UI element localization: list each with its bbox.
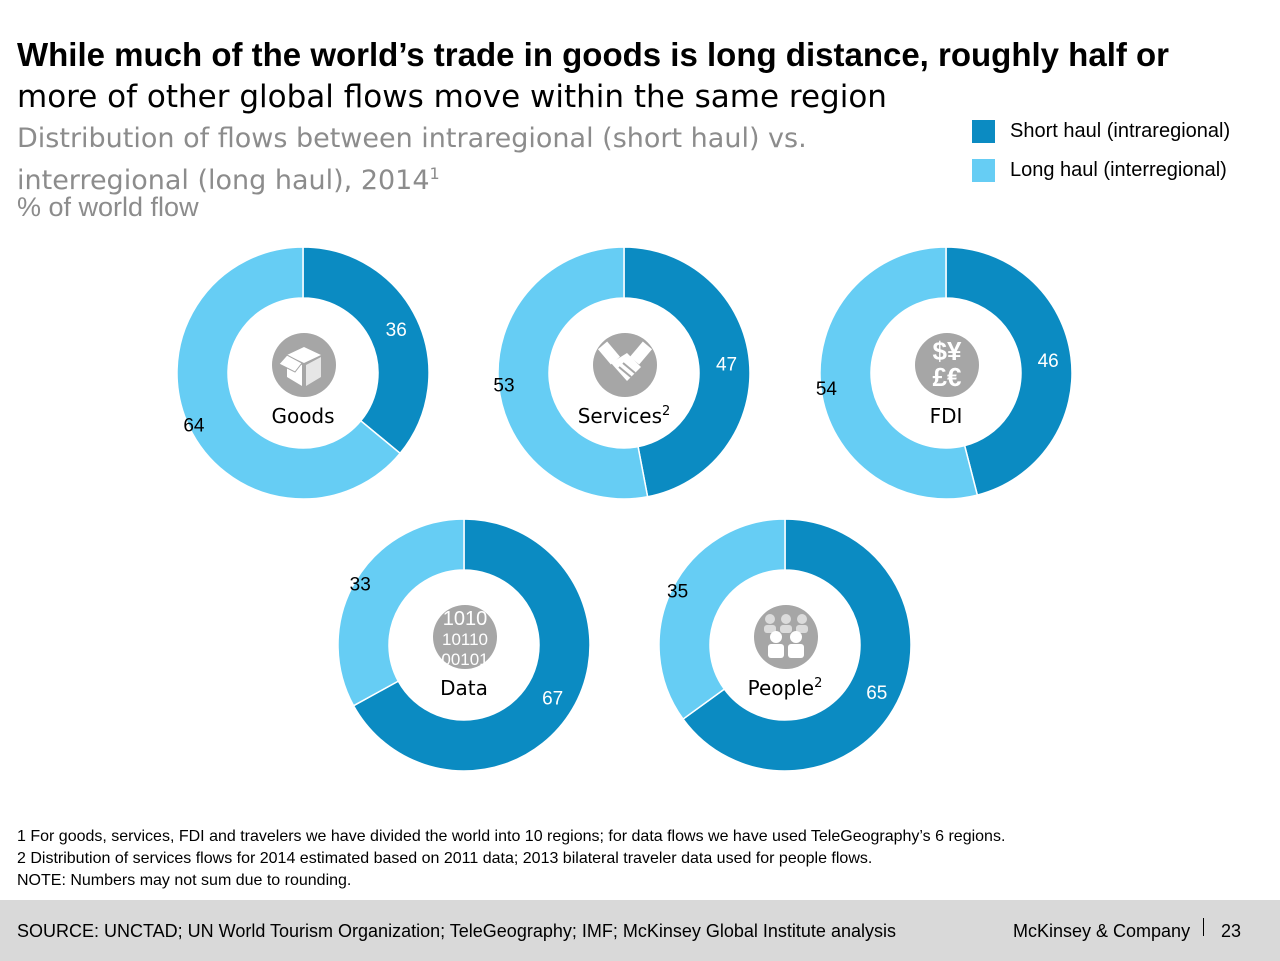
value-label-long-haul: 54 xyxy=(816,379,838,400)
footnotes: 1 For goods, services, FDI and travelers… xyxy=(17,826,1005,892)
category-label: Services2 xyxy=(578,404,671,428)
subtitle-line1: Distribution of flows between intraregio… xyxy=(17,123,807,154)
donut-services: 47 53 Services2 xyxy=(493,246,751,500)
svg-text:00101: 00101 xyxy=(441,650,488,669)
people-icon xyxy=(754,605,818,669)
slice-short-haul xyxy=(302,246,430,455)
subtitle-footnote-mark: 1 xyxy=(429,164,440,183)
legend-item-short-haul: Short haul (intraregional) xyxy=(972,119,1230,143)
slice-long-haul xyxy=(176,246,402,500)
chart-subtitle: Distribution of flows between intraregio… xyxy=(17,121,807,198)
box-icon xyxy=(272,333,336,397)
category-label: Goods xyxy=(271,404,334,428)
slice-long-haul xyxy=(337,518,465,707)
donut-goods: 36 64 Goods xyxy=(176,246,430,500)
category-label: People2 xyxy=(748,676,823,700)
value-label-long-haul: 53 xyxy=(493,375,514,396)
footnote-1: 1 For goods, services, FDI and travelers… xyxy=(17,828,1006,845)
handshake-icon xyxy=(593,333,657,397)
value-label-short-haul: 46 xyxy=(1038,351,1059,372)
donut-fdi: 46 54 $¥£€ FDI xyxy=(816,246,1073,500)
page-number: 23 xyxy=(1221,921,1242,941)
donut-charts: 36 64 Goods 47 53 Services2 46 54 $¥£€ FDI 67 33 101… xyxy=(176,246,1073,772)
category-label: FDI xyxy=(930,404,963,428)
svg-text:10110: 10110 xyxy=(442,630,488,649)
svg-text:$¥: $¥ xyxy=(933,336,962,366)
title-bold: While much of the world’s trade in goods… xyxy=(17,36,1170,73)
legend-swatch-short-haul xyxy=(972,119,995,143)
slice-short-haul xyxy=(682,518,912,772)
footer-bar: SOURCE: UNCTAD; UN World Tourism Organiz… xyxy=(0,900,1280,961)
slice-short-haul xyxy=(945,246,1073,496)
subtitle-line2: interregional (long haul), 2014 xyxy=(17,165,430,196)
category-label: Data xyxy=(440,676,488,700)
unit-label: % of world flow xyxy=(17,192,199,222)
svg-text:1010: 1010 xyxy=(443,608,488,630)
legend-item-long-haul: Long haul (interregional) xyxy=(972,158,1230,182)
slice-long-haul xyxy=(658,518,786,721)
value-label-short-haul: 67 xyxy=(542,688,563,709)
value-label-long-haul: 33 xyxy=(350,575,371,596)
donut-people: 65 35 People2 xyxy=(658,518,912,772)
svg-text:£€: £€ xyxy=(933,362,962,392)
legend: Short haul (intraregional) Long haul (in… xyxy=(972,119,1230,197)
value-label-long-haul: 35 xyxy=(667,581,688,602)
brand-name: McKinsey & Company xyxy=(1013,921,1191,941)
value-label-short-haul: 36 xyxy=(386,320,407,341)
footer-divider xyxy=(1203,918,1204,936)
slice-short-haul xyxy=(623,246,751,498)
value-label-short-haul: 65 xyxy=(866,683,887,704)
value-label-long-haul: 64 xyxy=(183,415,205,436)
slice-long-haul xyxy=(497,246,649,500)
slice-short-haul xyxy=(352,518,591,772)
footnote-note: NOTE: Numbers may not sum due to roundin… xyxy=(17,872,352,889)
title-rest: more of other global flows move within t… xyxy=(17,79,887,115)
value-label-short-haul: 47 xyxy=(716,354,737,375)
currency-icon: $¥£€ xyxy=(915,333,979,397)
legend-label-short-haul: Short haul (intraregional) xyxy=(1010,119,1231,142)
source-text: SOURCE: UNCTAD; UN World Tourism Organiz… xyxy=(17,921,896,941)
legend-swatch-long-haul xyxy=(972,158,995,182)
slice-long-haul xyxy=(819,246,979,500)
legend-label-long-haul: Long haul (interregional) xyxy=(1010,158,1227,181)
page-title: While much of the world’s trade in goods… xyxy=(17,34,1257,118)
footnote-2: 2 Distribution of services flows for 201… xyxy=(17,850,873,867)
